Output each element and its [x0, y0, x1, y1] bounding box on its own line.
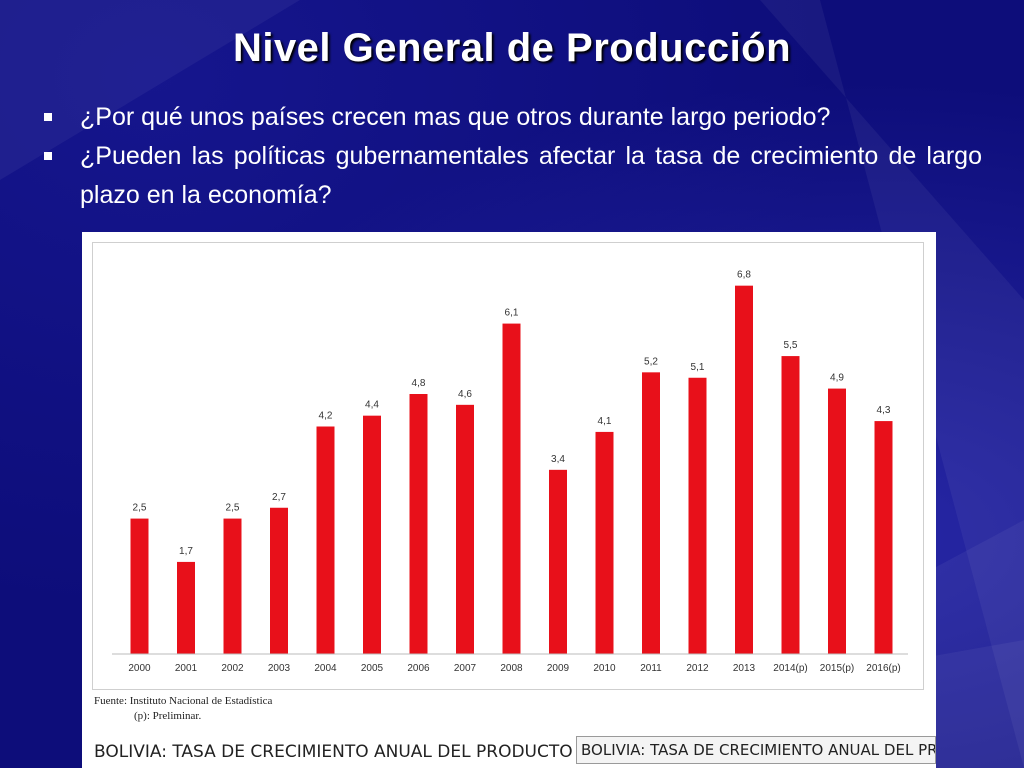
- bullet-square-icon: [44, 113, 52, 121]
- x-tick-label-2011: 2011: [640, 663, 662, 674]
- value-label-2005: 4,4: [365, 400, 379, 411]
- value-label-2012: 5,1: [691, 362, 705, 373]
- bar-2008: [502, 323, 521, 654]
- bar-2010: [595, 431, 614, 654]
- x-tick-label-2010: 2010: [593, 663, 616, 674]
- value-label-2015(p): 4,9: [830, 373, 844, 384]
- x-tick-label-2013: 2013: [733, 663, 756, 674]
- value-label-2011: 5,2: [644, 356, 658, 367]
- bullet-text: ¿Por qué unos países crecen mas que otro…: [80, 103, 831, 131]
- x-tick-label-2012: 2012: [686, 663, 709, 674]
- x-tick-label-2002: 2002: [221, 663, 244, 674]
- bullet-text: ¿Pueden las políticas gubernamentales af…: [80, 142, 982, 209]
- x-tick-label-2008: 2008: [500, 663, 523, 674]
- x-tick-label-2016(p): 2016(p): [866, 663, 900, 674]
- bar-2016(p): [874, 421, 893, 654]
- x-tick-label-2003: 2003: [268, 663, 291, 674]
- value-label-2004: 4,2: [319, 411, 333, 422]
- bar-2007: [456, 404, 474, 654]
- slide-title: Nivel General de Producción: [232, 26, 792, 70]
- source-line: Fuente: Instituto Nacional de Estadístic…: [94, 695, 273, 707]
- value-label-2014(p): 5,5: [784, 340, 798, 351]
- chart-plot-border: [92, 242, 924, 690]
- x-tick-label-2009: 2009: [547, 663, 570, 674]
- bullet-square-icon: [44, 152, 52, 160]
- bar-2014(p): [781, 356, 800, 654]
- preliminary-note: (p): Preliminar.: [134, 710, 202, 722]
- bar-2006: [409, 394, 428, 654]
- bar-2011: [642, 372, 660, 654]
- bar-2003: [270, 507, 288, 654]
- value-label-2007: 4,6: [458, 389, 472, 400]
- x-tick-label-2000: 2000: [128, 663, 151, 674]
- value-label-2010: 4,1: [598, 416, 612, 427]
- bar-2013: [735, 285, 753, 654]
- x-tick-label-2005: 2005: [361, 663, 384, 674]
- value-label-2002: 2,5: [226, 503, 240, 514]
- x-tick-label-2015(p): 2015(p): [820, 663, 854, 674]
- x-tick-label-2006: 2006: [407, 663, 430, 674]
- x-tick-label-2014(p): 2014(p): [773, 663, 807, 674]
- value-label-2009: 3,4: [551, 454, 565, 465]
- bar-2002: [223, 518, 242, 654]
- value-label-2000: 2,5: [133, 503, 147, 514]
- bullet-list: ¿Por qué unos países crecen mas que otro…: [40, 98, 982, 215]
- chart-source: Fuente: Instituto Nacional de Estadístic…: [94, 694, 272, 724]
- bar-2012: [688, 377, 707, 654]
- bar-2001: [177, 561, 195, 654]
- value-label-2003: 2,7: [272, 492, 286, 503]
- value-label-2001: 1,7: [179, 546, 193, 557]
- bar-2005: [363, 415, 381, 654]
- value-label-2008: 6,1: [505, 308, 519, 319]
- bullet-item: ¿Por qué unos países crecen mas que otro…: [40, 98, 982, 137]
- chart-image: 2,5 2000 1,7 2001 2,5 2002 2,7 2003 4,2 2004 4,4 20…: [82, 232, 936, 768]
- bar-2000: [130, 518, 149, 654]
- bar-2009: [549, 469, 567, 654]
- x-tick-label-2001: 2001: [175, 663, 198, 674]
- caption-tooltip-box: BOLIVIA: TASA DE CRECIMIENTO ANUAL DEL P…: [576, 736, 936, 764]
- bullet-item: ¿Pueden las políticas gubernamentales af…: [40, 137, 982, 215]
- x-tick-label-2004: 2004: [314, 663, 337, 674]
- bar-2015(p): [828, 388, 846, 654]
- value-label-2013: 6,8: [737, 270, 751, 281]
- x-tick-label-2007: 2007: [454, 663, 477, 674]
- value-label-2006: 4,8: [412, 378, 426, 389]
- growth-bar-chart: 2,5 2000 1,7 2001 2,5 2002 2,7 2003 4,2 2004 4,4 20…: [112, 270, 908, 674]
- bar-2004: [316, 426, 335, 654]
- value-label-2016(p): 4,3: [877, 405, 891, 416]
- chart-caption: BOLIVIA: TASA DE CRECIMIENTO ANUAL DEL P…: [94, 742, 573, 762]
